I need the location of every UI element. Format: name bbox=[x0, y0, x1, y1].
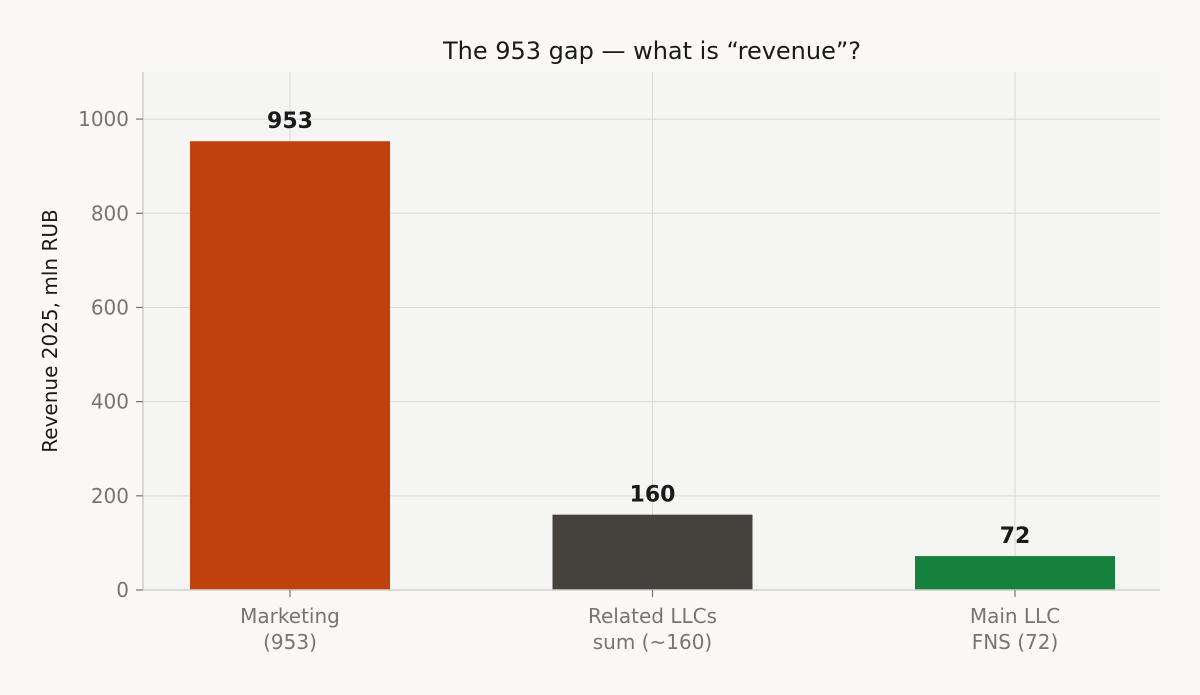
x-tick-label: Related LLCs bbox=[588, 604, 717, 628]
bars bbox=[190, 141, 1115, 590]
bar bbox=[552, 514, 753, 590]
bar bbox=[915, 556, 1115, 590]
y-tick-label: 200 bbox=[91, 484, 129, 508]
y-tick-label: 800 bbox=[91, 201, 129, 225]
y-tick-label: 0 bbox=[116, 578, 129, 602]
data-label: 953 bbox=[267, 109, 313, 134]
y-tick-label: 400 bbox=[91, 390, 129, 414]
x-tick-label: FNS (72) bbox=[972, 630, 1059, 654]
x-tick-label: Marketing bbox=[240, 604, 340, 628]
bar bbox=[190, 141, 390, 590]
y-axis-label: Revenue 2025, mln RUB bbox=[38, 209, 62, 452]
data-label: 72 bbox=[1000, 524, 1031, 549]
x-tick-label: sum (~160) bbox=[593, 630, 712, 654]
data-label: 160 bbox=[630, 483, 676, 508]
x-tick-label: Main LLC bbox=[970, 604, 1060, 628]
x-tick-label: (953) bbox=[263, 630, 317, 654]
y-tick-label: 600 bbox=[91, 295, 129, 319]
y-tick-label: 1000 bbox=[78, 107, 129, 131]
data-labels: 953 160 72 bbox=[267, 109, 1030, 549]
chart-title: The 953 gap — what is “revenue”? bbox=[442, 37, 861, 65]
y-axis-ticks: 0 200 400 600 800 1000 bbox=[78, 107, 143, 602]
